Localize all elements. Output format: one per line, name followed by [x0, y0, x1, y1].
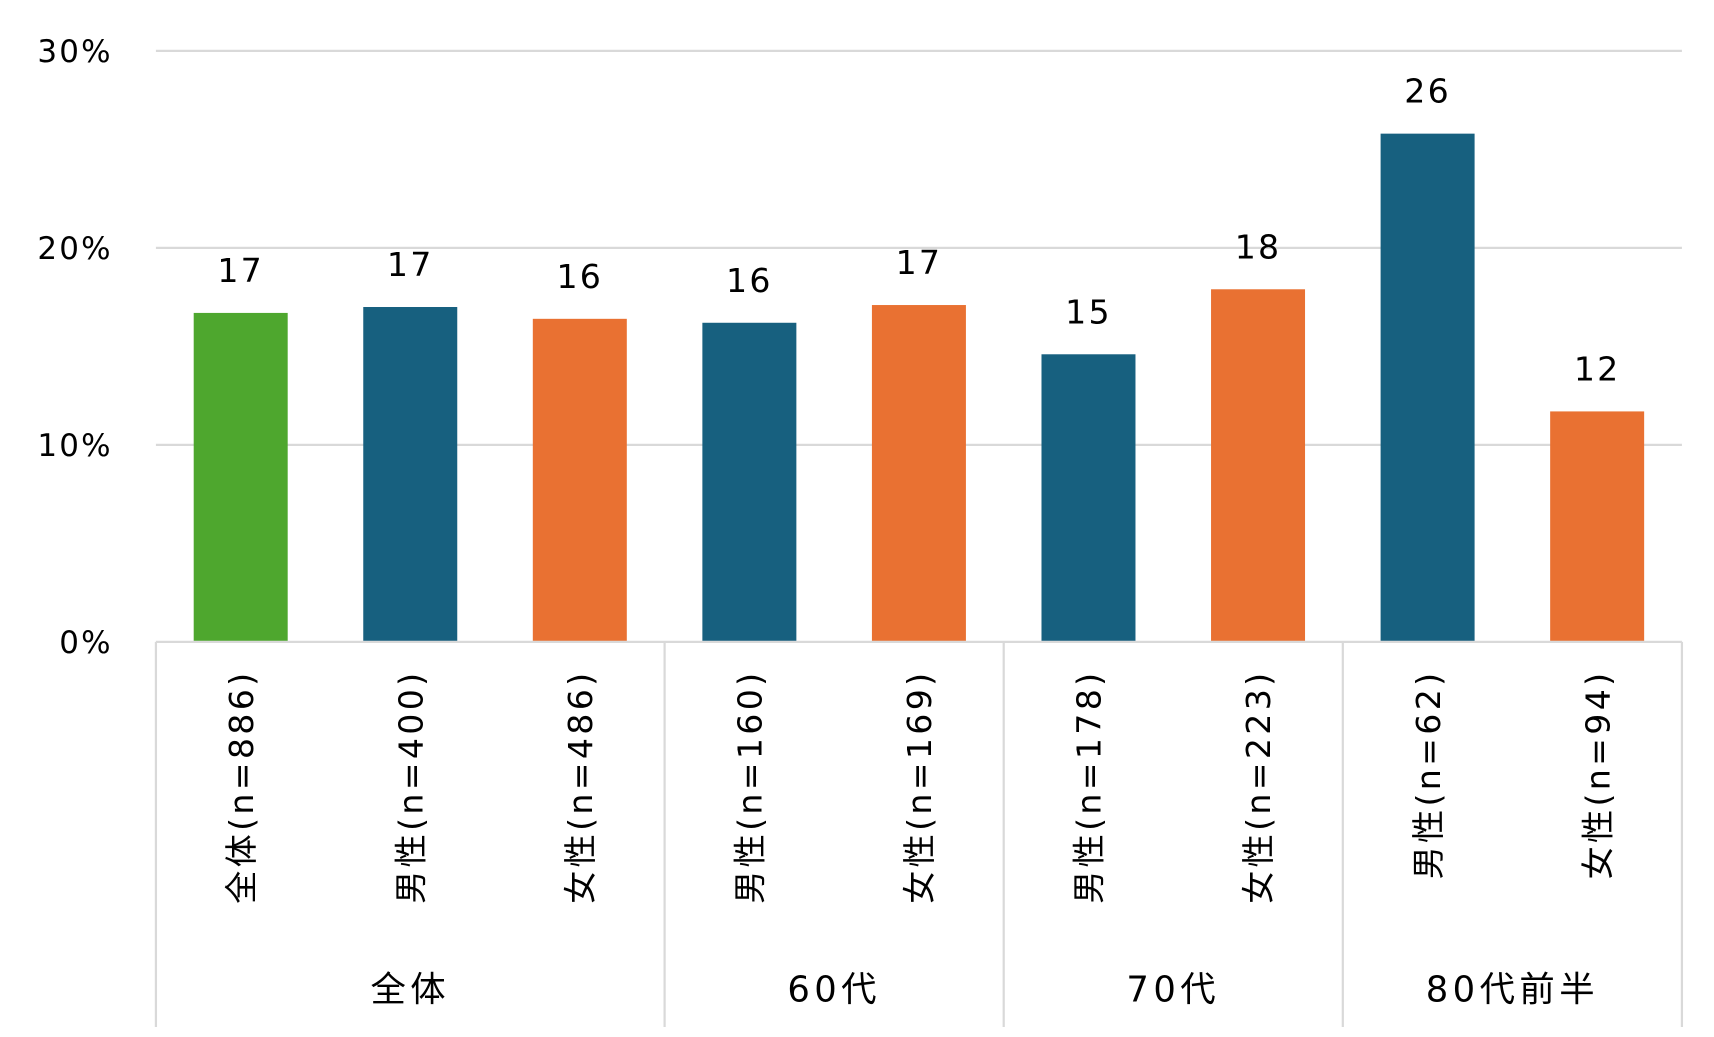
category-label: 男性(n=400) [391, 670, 430, 904]
category-label: 男性(n=62) [1409, 670, 1448, 880]
category-label: 男性(n=160) [731, 670, 770, 904]
category-label: 女性(n=94) [1578, 670, 1617, 880]
bar [363, 307, 458, 642]
data-label: 15 [1065, 292, 1112, 331]
group-label: 全体 [370, 970, 450, 1011]
data-label: 17 [896, 243, 943, 282]
y-tick-label: 30% [37, 34, 112, 70]
y-tick-label: 10% [37, 428, 112, 464]
bar [702, 322, 797, 642]
data-label: 18 [1235, 227, 1282, 266]
data-label: 17 [387, 245, 434, 284]
y-tick-label: 0% [59, 625, 113, 661]
y-tick-label: 20% [37, 231, 112, 267]
data-label: 17 [217, 251, 264, 290]
bar [871, 305, 966, 642]
data-label: 16 [557, 257, 604, 296]
group-label: 80代前半 [1426, 970, 1599, 1011]
category-label: 女性(n=223) [1239, 670, 1278, 904]
category-label: 女性(n=169) [900, 670, 939, 904]
group-label: 70代 [1126, 970, 1220, 1011]
data-label: 26 [1404, 72, 1451, 111]
bar [1380, 133, 1475, 642]
bar [1211, 289, 1306, 642]
group-label: 60代 [787, 970, 881, 1011]
category-label: 全体(n=886) [222, 670, 261, 904]
data-label: 12 [1574, 349, 1621, 388]
bar [532, 318, 627, 642]
bar [1041, 354, 1136, 642]
category-label: 女性(n=486) [561, 670, 600, 904]
bar [1550, 411, 1645, 642]
bar [193, 312, 288, 642]
category-label: 男性(n=178) [1070, 670, 1109, 904]
data-label: 16 [726, 261, 773, 300]
